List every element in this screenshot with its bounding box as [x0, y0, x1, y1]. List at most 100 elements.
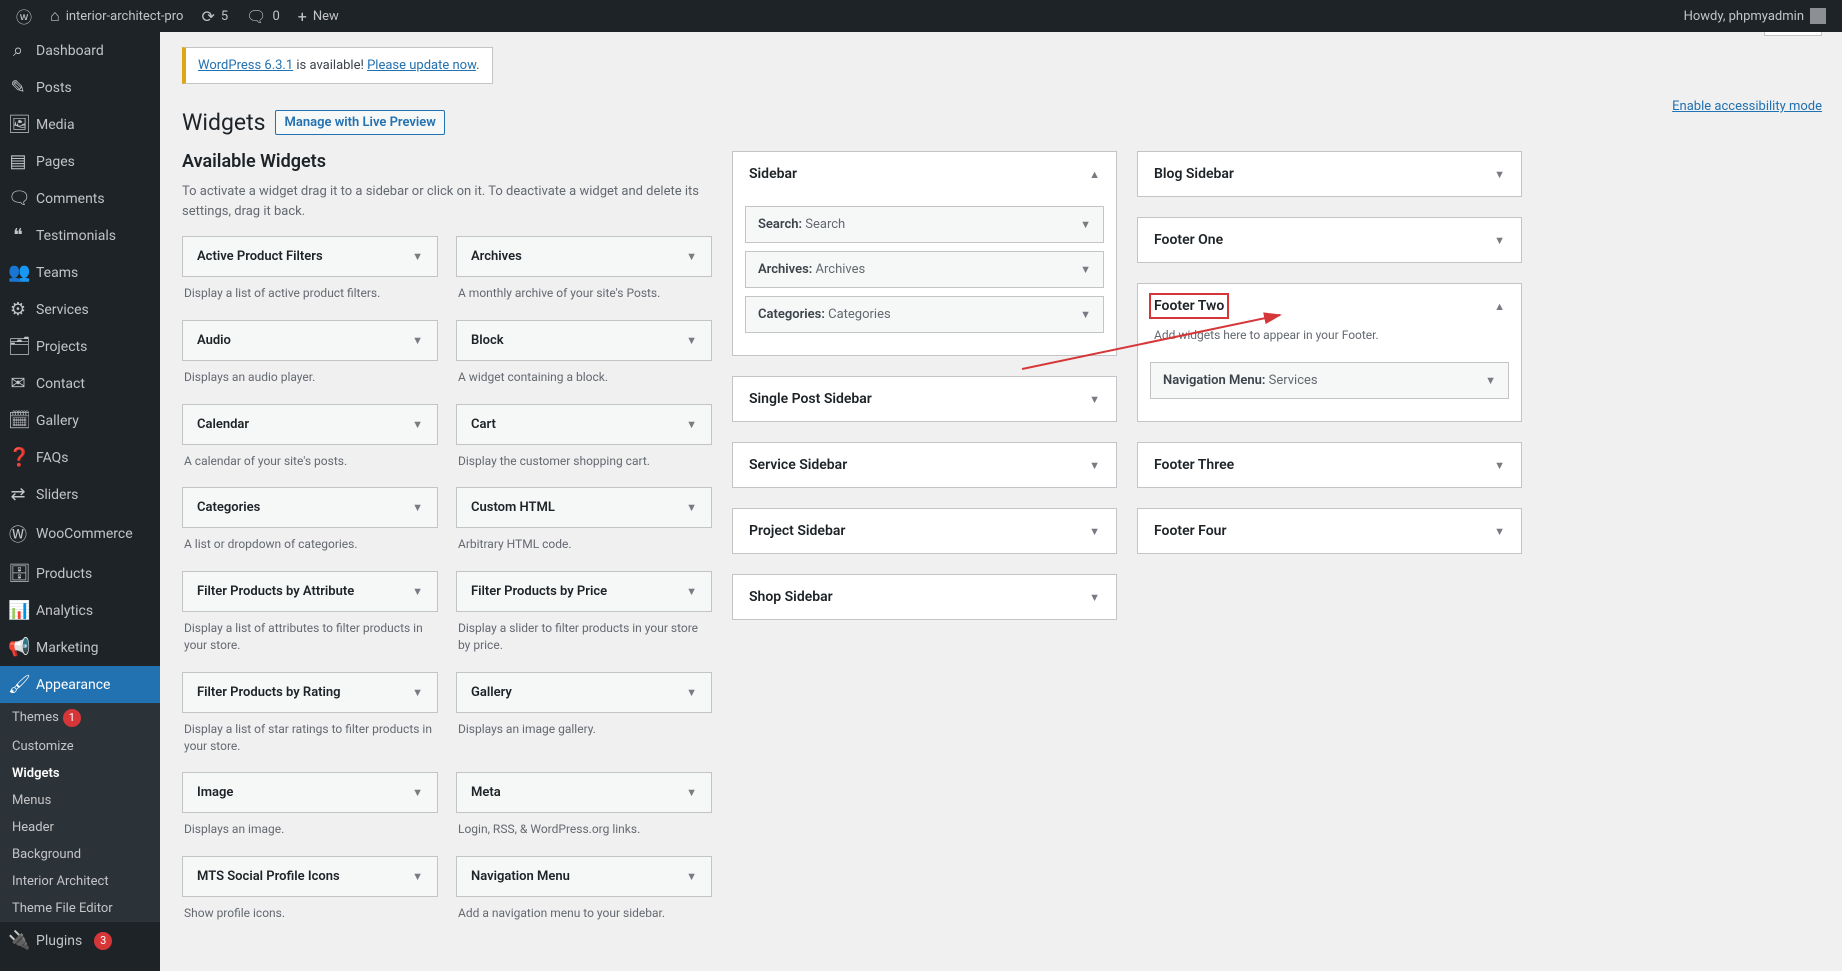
placed-widget-label: Archives: Archives: [758, 262, 865, 277]
sidebar-area-header[interactable]: Sidebar▲: [733, 152, 1116, 196]
comments-icon: 🗨: [8, 188, 28, 209]
sidebar-area-name: Footer Two: [1154, 298, 1224, 314]
submenu-item-theme-file-editor[interactable]: Theme File Editor: [0, 895, 160, 922]
available-widget-archives[interactable]: Archives▼: [456, 236, 712, 277]
sidebar-area-header[interactable]: Shop Sidebar▼: [733, 575, 1116, 619]
sidebar-area-header[interactable]: Blog Sidebar ▼: [1138, 152, 1521, 196]
sidebar-area-header[interactable]: Service Sidebar▼: [733, 443, 1116, 487]
menu-item-appearance[interactable]: 🖌Appearance: [0, 666, 160, 703]
chevron-down-icon: ▼: [1494, 168, 1505, 181]
widget-title: Image: [197, 785, 233, 800]
testimonials-icon: ❝: [8, 225, 28, 246]
menu-item-marketing[interactable]: 📢Marketing: [0, 629, 160, 666]
menu-item-media[interactable]: 🖼Media: [0, 106, 160, 143]
sidebar-area-project-sidebar: Project Sidebar▼: [732, 508, 1117, 554]
placed-widget-navigation-menu[interactable]: Navigation Menu: Services▼: [1150, 362, 1509, 399]
comments-link[interactable]: 🗨0: [238, 0, 288, 32]
sidebar-area-name: Blog Sidebar: [1154, 166, 1234, 182]
sidebar-area-header[interactable]: Footer Three▼: [1138, 443, 1521, 487]
menu-item-teams[interactable]: 👥Teams: [0, 254, 160, 291]
submenu-item-themes[interactable]: Themes1: [0, 703, 160, 733]
available-widget-audio[interactable]: Audio▼: [182, 320, 438, 361]
howdy-text: Howdy, phpmyadmin: [1684, 9, 1804, 24]
available-widget-navigation-menu[interactable]: Navigation Menu▼: [456, 856, 712, 897]
menu-item-sliders[interactable]: ⇄Sliders: [0, 476, 160, 513]
submenu-item-menus[interactable]: Menus: [0, 787, 160, 814]
placed-widget-archives[interactable]: Archives: Archives▼: [745, 251, 1104, 288]
menu-item-dashboard[interactable]: ⌕Dashboard: [0, 32, 160, 69]
chevron-down-icon: ▼: [1089, 525, 1100, 538]
submenu-item-interior-architect[interactable]: Interior Architect: [0, 868, 160, 895]
chevron-down-icon: ▼: [412, 585, 423, 598]
sidebar-area-name: Sidebar: [749, 166, 797, 182]
nag-mid: is available!: [293, 58, 367, 73]
menu-label: Dashboard: [36, 43, 104, 59]
submenu-item-widgets[interactable]: Widgets: [0, 760, 160, 787]
sidebar-area-footer-two: Footer Two▲Add widgets here to appear in…: [1137, 283, 1522, 422]
available-widget-calendar[interactable]: Calendar▼: [182, 404, 438, 445]
menu-label: FAQs: [36, 450, 69, 466]
available-widget-block[interactable]: Block▼: [456, 320, 712, 361]
available-widget-meta[interactable]: Meta▼: [456, 772, 712, 813]
manage-live-preview-button[interactable]: Manage with Live Preview: [275, 110, 444, 135]
available-widget-gallery[interactable]: Gallery▼: [456, 672, 712, 713]
menu-item-plugins[interactable]: 🔌Plugins3: [0, 922, 160, 959]
updates-link[interactable]: ⟳5: [193, 0, 236, 32]
sidebar-area-desc: Add widgets here to appear in your Foote…: [1138, 328, 1521, 352]
widget-title: Custom HTML: [471, 500, 555, 515]
sidebar-area-header[interactable]: Single Post Sidebar▼: [733, 377, 1116, 421]
menu-item-comments[interactable]: 🗨Comments: [0, 180, 160, 217]
available-widget-filter-products-by-price[interactable]: Filter Products by Price▼: [456, 571, 712, 612]
placed-widget-categories[interactable]: Categories: Categories▼: [745, 296, 1104, 333]
menu-item-projects[interactable]: 🗂Projects: [0, 328, 160, 365]
account-link[interactable]: Howdy, phpmyadmin: [1676, 0, 1834, 32]
chevron-down-icon: ▼: [686, 585, 697, 598]
sidebar-area-header[interactable]: Footer Two▲: [1138, 284, 1521, 328]
menu-label: Sliders: [36, 487, 78, 503]
sidebar-area-header[interactable]: Project Sidebar▼: [733, 509, 1116, 553]
site-name-link[interactable]: ⌂interior-architect-pro: [42, 0, 191, 32]
sidebar-area-footer-four: Footer Four▼: [1137, 508, 1522, 554]
widget-description: Show profile icons.: [182, 897, 438, 922]
placed-widget-label: Search: Search: [758, 217, 845, 232]
menu-item-testimonials[interactable]: ❝Testimonials: [0, 217, 160, 254]
menu-item-contact[interactable]: ✉Contact: [0, 365, 160, 402]
sidebar-area-footer-three: Footer Three▼: [1137, 442, 1522, 488]
available-widget-cart[interactable]: Cart▼: [456, 404, 712, 445]
chevron-down-icon: ▼: [412, 250, 423, 263]
menu-item-gallery[interactable]: 🗓Gallery: [0, 402, 160, 439]
wordpress-logo[interactable]: ⓦ: [8, 0, 40, 32]
menu-label: Marketing: [36, 640, 99, 656]
widget-title: Meta: [471, 785, 501, 800]
accessibility-mode-link[interactable]: Enable accessibility mode: [1672, 99, 1822, 114]
sidebar-area-header[interactable]: Footer One▼: [1138, 218, 1521, 262]
pages-icon: ▤: [8, 151, 28, 172]
wordpress-version-link[interactable]: WordPress 6.3.1: [198, 58, 293, 73]
menu-item-posts[interactable]: ✎Posts: [0, 69, 160, 106]
sidebar-area-header[interactable]: Footer Four▼: [1138, 509, 1521, 553]
projects-icon: 🗂: [8, 336, 28, 357]
menu-item-products[interactable]: 🗄Products: [0, 555, 160, 592]
new-content-link[interactable]: +New: [290, 0, 347, 32]
submenu-item-header[interactable]: Header: [0, 814, 160, 841]
update-now-link[interactable]: Please update now: [367, 58, 476, 73]
admin-toolbar: ⓦ ⌂interior-architect-pro ⟳5 🗨0 +New How…: [0, 0, 1842, 32]
available-widget-custom-html[interactable]: Custom HTML▼: [456, 487, 712, 528]
available-widget-categories[interactable]: Categories▼: [182, 487, 438, 528]
widget-title: Filter Products by Attribute: [197, 584, 354, 599]
available-widget-mts-social-profile-icons[interactable]: MTS Social Profile Icons▼: [182, 856, 438, 897]
available-widget-active-product-filters[interactable]: Active Product Filters▼: [182, 236, 438, 277]
available-widget-filter-products-by-rating[interactable]: Filter Products by Rating▼: [182, 672, 438, 713]
submenu-item-customize[interactable]: Customize: [0, 733, 160, 760]
menu-item-services[interactable]: ⚙Services: [0, 291, 160, 328]
menu-item-pages[interactable]: ▤Pages: [0, 143, 160, 180]
available-widget-image[interactable]: Image▼: [182, 772, 438, 813]
menu-item-faqs[interactable]: ❓FAQs: [0, 439, 160, 476]
menu-item-woocommerce[interactable]: ⓌWooCommerce: [0, 513, 160, 555]
placed-widget-search[interactable]: Search: Search▼: [745, 206, 1104, 243]
chevron-down-icon: ▼: [686, 870, 697, 883]
widget-description: Display a list of attributes to filter p…: [182, 612, 438, 654]
menu-item-analytics[interactable]: 📊Analytics: [0, 592, 160, 629]
available-widget-filter-products-by-attribute[interactable]: Filter Products by Attribute ▼: [182, 571, 438, 612]
submenu-item-background[interactable]: Background: [0, 841, 160, 868]
